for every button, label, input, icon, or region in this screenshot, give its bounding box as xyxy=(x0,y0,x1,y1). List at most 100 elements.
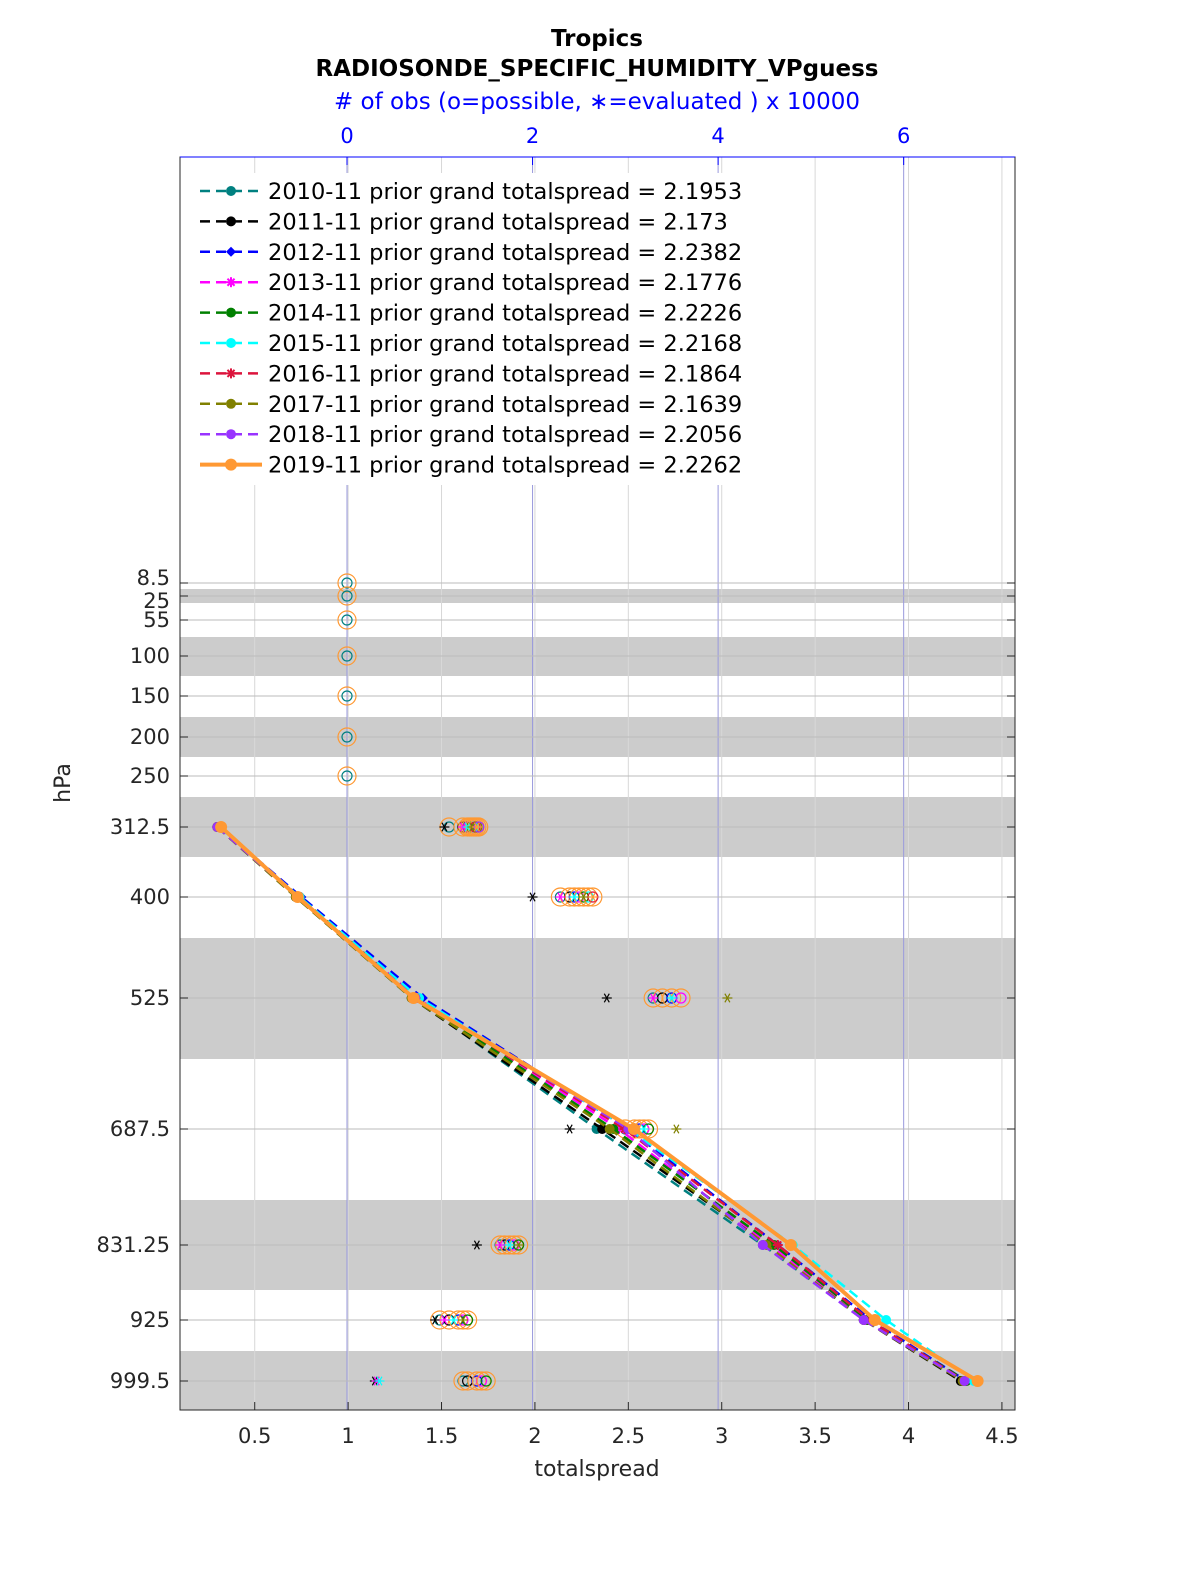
series-point xyxy=(868,1314,881,1326)
obs-possible-marker xyxy=(337,766,357,786)
x-tick-label: 3.5 xyxy=(798,1424,831,1448)
y-tick-label: 999.5 xyxy=(110,1369,170,1393)
obs-possible-marker xyxy=(337,586,357,606)
obs-evaluated-marker xyxy=(648,993,659,1003)
series-point xyxy=(772,1240,783,1250)
obs-possible-marker xyxy=(341,577,353,589)
series-point xyxy=(226,429,236,440)
obs-evaluated-marker xyxy=(638,1124,649,1134)
y-tick-label: 8.5 xyxy=(137,566,170,590)
series-lines xyxy=(212,821,984,1387)
obs-possible-marker xyxy=(337,573,357,593)
series-point xyxy=(291,891,304,903)
chart-title: Tropics xyxy=(551,26,643,52)
top-tick-label: 0 xyxy=(340,124,353,148)
top-axis-label: # of obs (o=possible, ∗=evaluated ) x 10… xyxy=(334,89,860,115)
obs-possible-marker xyxy=(337,727,357,747)
series-point xyxy=(226,186,236,196)
obs-possible-marker xyxy=(341,731,353,743)
obs-evaluated-marker xyxy=(513,1240,524,1250)
legend-entry-label: 2013-11 prior grand totalspread = 2.1776 xyxy=(268,270,742,296)
obs-possible-marker xyxy=(341,614,353,626)
obs-possible-marker xyxy=(662,988,682,1008)
series-point xyxy=(226,368,236,379)
x-axis: 0.5 1 1.5 2 2.5 3 3.5 4 4.5 xyxy=(238,1402,1019,1448)
obs-evaluated-marker xyxy=(722,993,733,1003)
legend-entry-label: 2019-11 prior grand totalspread = 2.2262 xyxy=(268,453,742,479)
obs-markers xyxy=(337,573,733,1391)
top-tick-label: 2 xyxy=(526,124,539,148)
level-bands xyxy=(180,589,1015,1410)
legend-entry-label: 2016-11 prior grand totalspread = 2.1864 xyxy=(268,361,742,387)
series-point xyxy=(226,246,236,257)
series-point xyxy=(881,1315,892,1325)
obs-evaluated-marker xyxy=(504,1240,515,1250)
obs-possible-marker xyxy=(471,1375,483,1387)
obs-possible-marker xyxy=(341,590,353,602)
series-point xyxy=(858,1315,869,1325)
legend-box xyxy=(193,173,813,485)
top-tick-label: 6 xyxy=(897,124,910,148)
obs-evaluated-marker xyxy=(527,892,538,902)
obs-possible-marker xyxy=(337,610,357,630)
y-tick-label: 687.5 xyxy=(110,1117,170,1141)
obs-evaluated-marker xyxy=(666,993,677,1003)
obs-evaluated-marker xyxy=(374,1376,385,1386)
obs-possible-marker xyxy=(467,1371,487,1391)
obs-evaluated-marker xyxy=(439,822,450,832)
legend-entry-label: 2011-11 prior grand totalspread = 2.173 xyxy=(268,209,728,235)
x-tick-label: 3 xyxy=(715,1424,728,1448)
obs-evaluated-marker xyxy=(564,1124,575,1134)
y-tick-label: 25 xyxy=(143,589,170,613)
series-point xyxy=(784,1239,797,1251)
obs-evaluated-marker xyxy=(671,1124,682,1134)
series-point xyxy=(407,992,420,1004)
series-point xyxy=(226,338,236,348)
series-point xyxy=(971,1375,984,1387)
obs-evaluated-marker xyxy=(578,892,589,902)
chart-subtitle: RADIOSONDE_SPECIFIC_HUMIDITY_VPguess xyxy=(316,56,879,82)
obs-possible-marker xyxy=(471,1371,492,1391)
y-tick-label: 250 xyxy=(130,764,170,788)
y-tick-label: 150 xyxy=(130,684,170,708)
x-tick-label: 4.5 xyxy=(985,1424,1018,1448)
obs-possible-marker xyxy=(341,770,353,782)
series-point xyxy=(959,1376,970,1386)
y-tick-label: 200 xyxy=(130,725,170,749)
series-point xyxy=(225,458,237,471)
legend: 2010-11 prior grand totalspread = 2.1953… xyxy=(193,173,813,485)
x-axis-label: totalspread xyxy=(534,1457,659,1482)
obs-evaluated-marker xyxy=(448,1315,459,1325)
obs-possible-marker xyxy=(476,1371,496,1391)
obs-evaluated-marker xyxy=(569,892,580,902)
series-point xyxy=(597,1124,608,1134)
legend-entry-label: 2012-11 prior grand totalspread = 2.2382 xyxy=(268,240,742,266)
y-tick-label: 831.25 xyxy=(97,1233,170,1257)
obs-possible-marker xyxy=(480,1375,492,1387)
obs-possible-marker xyxy=(337,686,357,706)
y-tick-label: 525 xyxy=(130,986,170,1010)
y-tick-label: 55 xyxy=(143,608,170,632)
obs-evaluated-marker xyxy=(471,1240,482,1250)
obs-possible-marker xyxy=(475,1375,488,1387)
series-point xyxy=(604,1124,615,1134)
legend-entry-label: 2017-11 prior grand totalspread = 2.1639 xyxy=(268,392,742,418)
obs-evaluated-marker xyxy=(601,993,612,1003)
series-point xyxy=(627,1123,640,1135)
legend-entry-label: 2014-11 prior grand totalspread = 2.2226 xyxy=(268,301,742,327)
top-tick-label: 4 xyxy=(711,124,724,148)
series-line xyxy=(219,825,979,1383)
obs-evaluated-marker xyxy=(471,822,482,832)
legend-entry-label: 2010-11 prior grand totalspread = 2.1953 xyxy=(268,179,742,205)
obs-evaluated-marker xyxy=(439,1315,450,1325)
legend-entry-label: 2018-11 prior grand totalspread = 2.2056 xyxy=(268,422,742,448)
top-axis: 0 2 4 6 xyxy=(180,124,1015,165)
series-point xyxy=(226,277,236,288)
series-point xyxy=(215,821,228,833)
legend-entry-label: 2015-11 prior grand totalspread = 2.2168 xyxy=(268,331,742,357)
obs-possible-marker xyxy=(341,690,353,702)
obs-possible-marker xyxy=(341,650,353,662)
obs-evaluated-marker xyxy=(555,892,566,902)
